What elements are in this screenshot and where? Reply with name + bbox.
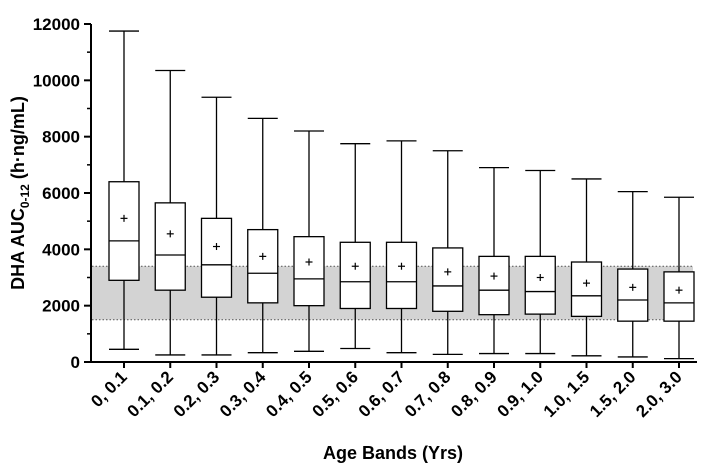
box-8 [432, 150, 464, 356]
box-9 [478, 166, 510, 355]
x-tick-label: 0.9, 1.0 [494, 367, 548, 421]
iqr-box [524, 255, 556, 315]
box-5 [293, 130, 325, 352]
box-2 [154, 69, 186, 356]
x-ticks-layer: 0, 0.10.1, 0.20.2, 0.30.3, 0.40.4, 0.50.… [87, 362, 686, 421]
y-tick-label: 4000 [42, 240, 80, 259]
x-tick-label: 2.0, 3.0 [632, 367, 686, 421]
y-axis-title-main: DHA AUC [8, 208, 28, 290]
iqr-box [293, 236, 325, 307]
x-tick-label: 0.4, 0.5 [262, 367, 316, 421]
iqr-box [200, 217, 233, 298]
x-tick-label: 0.3, 0.4 [216, 367, 270, 421]
box-3 [200, 96, 233, 356]
iqr-box [108, 181, 140, 281]
y-axis-title-unit: (h·ng/mL) [8, 96, 28, 184]
iqr-box [339, 241, 371, 310]
x-tick-label: 0.6, 0.7 [355, 367, 409, 421]
x-tick-label: 1.0, 1.5 [540, 367, 594, 421]
iqr-box [570, 261, 603, 318]
y-tick-label: 12000 [33, 15, 80, 34]
box-6 [339, 143, 371, 350]
y-axis-title-subscript: 0-12 [18, 184, 32, 208]
x-tick-label: 0.1, 0.2 [124, 367, 178, 421]
box-1 [108, 30, 140, 350]
iqr-box [663, 271, 695, 322]
y-tick-label: 2000 [42, 297, 80, 316]
box-10 [524, 169, 556, 355]
x-tick-label: 0, 0.1 [87, 367, 131, 411]
iqr-box [385, 241, 418, 310]
y-tick-label: 0 [71, 353, 80, 372]
iqr-box [478, 255, 510, 316]
iqr-box [617, 268, 649, 322]
iqr-box [247, 228, 279, 304]
box-7 [385, 140, 418, 354]
y-axis-title: DHA AUC0-12 (h·ng/mL) [8, 96, 32, 290]
box-12 [617, 190, 649, 358]
x-tick-label: 0.7, 0.8 [401, 367, 455, 421]
x-tick-label: 0.5, 0.6 [309, 367, 363, 421]
x-tick-label: 0.8, 0.9 [447, 367, 501, 421]
box-4 [247, 117, 279, 354]
y-tick-label: 8000 [42, 128, 80, 147]
box-11 [570, 178, 603, 357]
boxes-layer [108, 30, 695, 360]
y-tick-label: 10000 [33, 71, 80, 90]
box-13 [663, 196, 695, 360]
iqr-box [154, 202, 186, 291]
x-axis-title: Age Bands (Yrs) [323, 443, 463, 463]
x-tick-label: 0.2, 0.3 [170, 367, 224, 421]
iqr-box [432, 247, 464, 312]
x-tick-label: 1.5, 2.0 [586, 367, 640, 421]
y-tick-label: 6000 [42, 184, 80, 203]
y-ticks-layer: 0 2000 4000 6000 8000 10000 12000 [33, 15, 91, 372]
